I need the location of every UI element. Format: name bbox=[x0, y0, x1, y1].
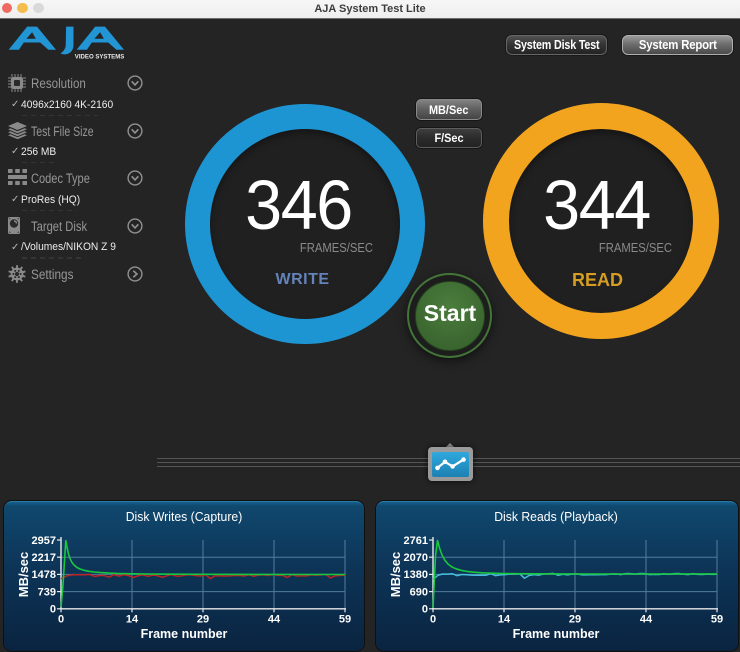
svg-text:Frame number: Frame number bbox=[141, 627, 228, 641]
svg-text:59: 59 bbox=[339, 613, 351, 625]
svg-text:44: 44 bbox=[268, 613, 281, 625]
svg-text:29: 29 bbox=[197, 613, 209, 625]
svg-text:2070: 2070 bbox=[404, 552, 428, 564]
svg-text:MB/sec: MB/sec bbox=[388, 552, 403, 598]
svg-text:0: 0 bbox=[50, 604, 56, 616]
svg-text:0: 0 bbox=[422, 604, 428, 616]
svg-text:2957: 2957 bbox=[32, 535, 56, 547]
svg-text:59: 59 bbox=[711, 613, 723, 625]
svg-text:2761: 2761 bbox=[404, 535, 428, 547]
svg-text:14: 14 bbox=[126, 613, 139, 625]
svg-text:1478: 1478 bbox=[32, 569, 56, 581]
svg-text:29: 29 bbox=[569, 613, 581, 625]
svg-text:Frame number: Frame number bbox=[513, 627, 600, 641]
svg-text:2217: 2217 bbox=[32, 552, 56, 564]
svg-text:VIDEO SYSTEMS: VIDEO SYSTEMS bbox=[75, 54, 125, 61]
svg-text:44: 44 bbox=[640, 613, 653, 625]
svg-text:690: 690 bbox=[410, 586, 428, 598]
svg-text:0: 0 bbox=[430, 613, 436, 625]
svg-text:MB/sec: MB/sec bbox=[16, 552, 31, 598]
svg-text:739: 739 bbox=[38, 586, 56, 598]
svg-text:1380: 1380 bbox=[404, 569, 428, 581]
svg-text:0: 0 bbox=[58, 613, 64, 625]
svg-text:14: 14 bbox=[498, 613, 511, 625]
